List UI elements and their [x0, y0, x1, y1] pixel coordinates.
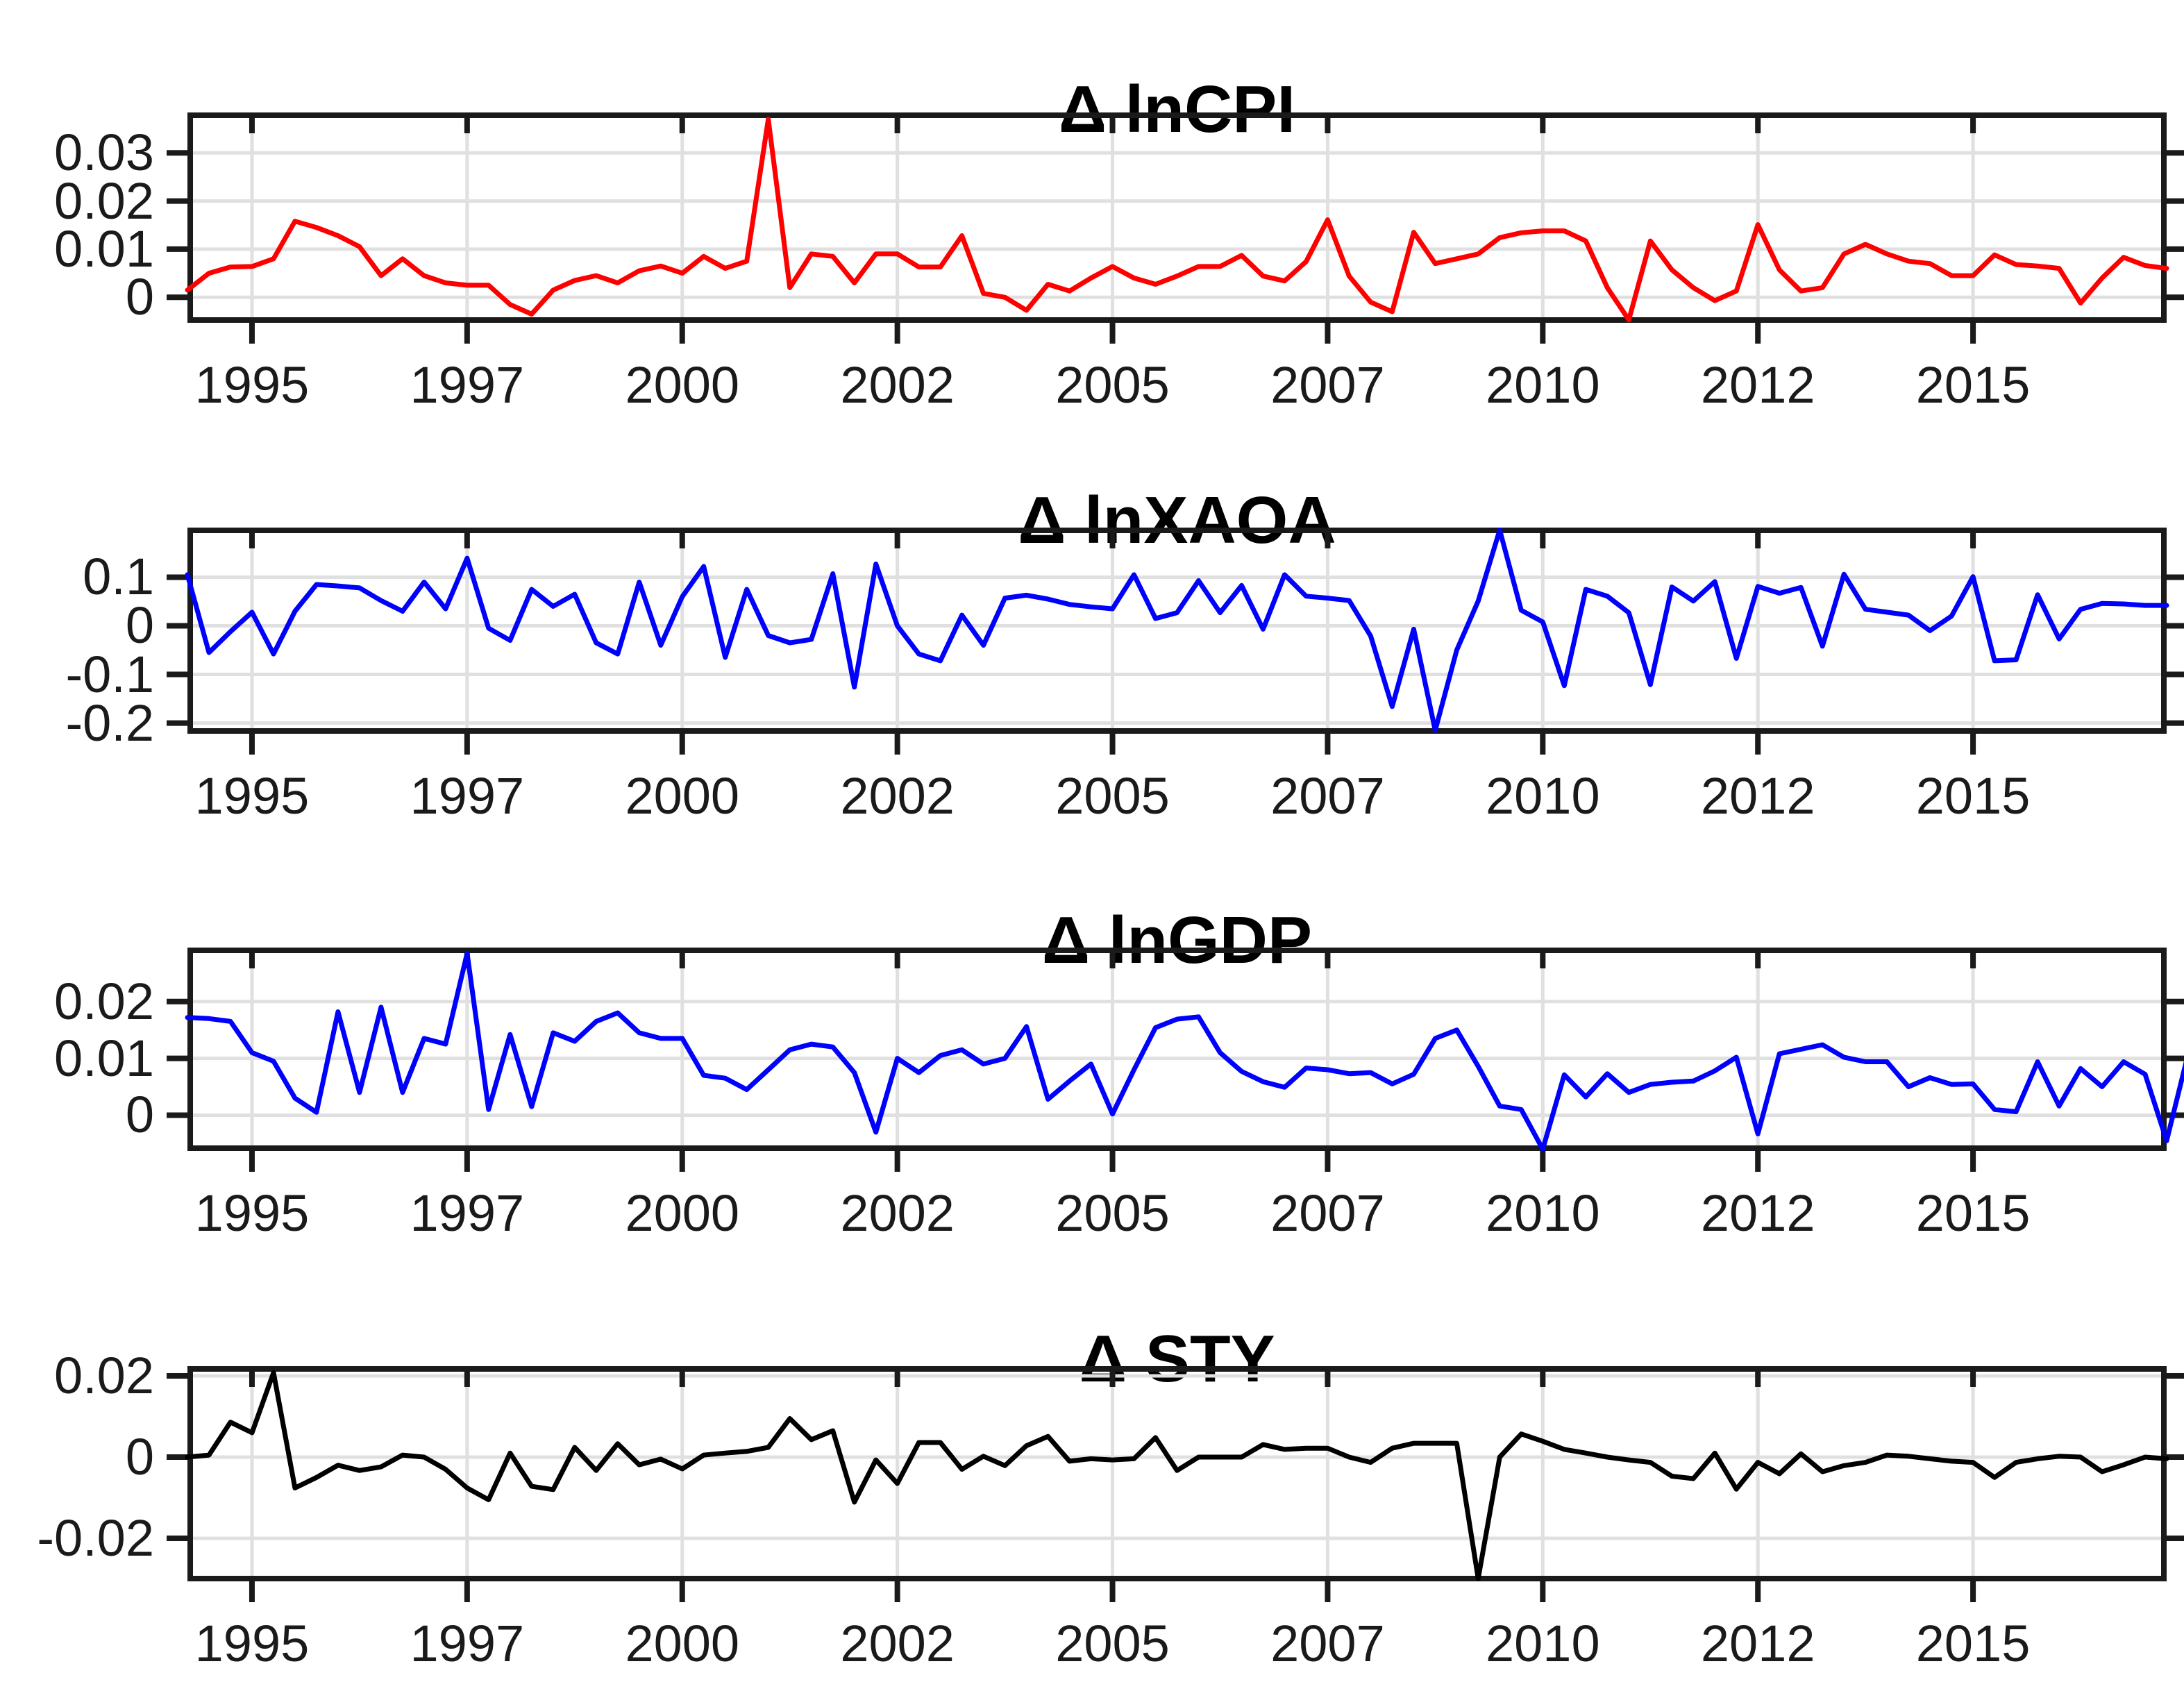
x-tick-label: 1995: [194, 356, 310, 414]
y-tick-label: 0: [125, 268, 154, 326]
sty-plot-area: [167, 1366, 2184, 1602]
x-tick-label: 2010: [1486, 1184, 1600, 1242]
series-line: [185, 1370, 2169, 1581]
x-tick-label: 2007: [1270, 1184, 1385, 1242]
x-tick-label: 1995: [194, 767, 310, 825]
y-tick-label: -0.1: [65, 645, 154, 703]
x-tick-label: 1995: [194, 1184, 310, 1242]
x-tick-label: 2012: [1700, 356, 1815, 414]
x-tick-label: 1997: [410, 1615, 525, 1672]
lnxaoa-plot-area: [167, 528, 2184, 755]
subplot-lngdp-title: Δ lnGDP: [1041, 902, 1312, 977]
y-tick-label: 0.01: [53, 219, 154, 278]
series-line: [185, 117, 2169, 323]
axes-box: [187, 112, 2167, 323]
y-tick-label: 0: [125, 596, 154, 655]
y-tick-label: 0.02: [53, 1347, 154, 1405]
y-tick-label: 0.1: [83, 548, 154, 606]
x-tick-label: 2010: [1486, 1615, 1600, 1672]
x-tick-label: 2015: [1915, 767, 2031, 825]
x-tick-label: 2002: [840, 1184, 955, 1242]
y-tick-label: 0.02: [53, 972, 154, 1030]
x-tick-label: 2000: [625, 1615, 740, 1672]
x-tick-label: 2012: [1700, 767, 1815, 825]
x-tick-label: 1997: [410, 767, 525, 825]
y-tick-label: -0.2: [65, 693, 154, 752]
x-tick-label: 2012: [1700, 1615, 1815, 1672]
axes-box: [187, 1366, 2167, 1581]
subplot-lncpi-title: Δ lnCPI: [1058, 72, 1295, 146]
x-tick-label: 2002: [840, 356, 955, 414]
x-tick-label: 2015: [1915, 1615, 2031, 1672]
x-tick-label: 2007: [1270, 1615, 1385, 1672]
x-tick-label: 2012: [1700, 1184, 1815, 1242]
x-tick-label: 2005: [1055, 1615, 1170, 1672]
x-tick-label: 1995: [194, 1615, 310, 1672]
subplot-sty-title: Δ STY: [1079, 1321, 1275, 1396]
x-tick-label: 2002: [840, 767, 955, 825]
series-line: [185, 528, 2169, 733]
y-tick-label: 0: [125, 1428, 154, 1486]
lngdp-plot-area: [167, 948, 2184, 1172]
x-tick-label: 2015: [1915, 356, 2031, 414]
x-tick-label: 2015: [1915, 1184, 2031, 1242]
axes-box: [187, 528, 2167, 734]
x-tick-label: 2007: [1270, 356, 1385, 414]
y-tick-label: 0.02: [53, 171, 154, 230]
x-tick-label: 2002: [840, 1615, 955, 1672]
y-tick-label: 0.01: [53, 1029, 154, 1087]
x-tick-label: 2005: [1055, 356, 1170, 414]
x-tick-label: 2007: [1270, 767, 1385, 825]
x-tick-label: 2000: [625, 767, 740, 825]
axes-box: [187, 948, 2167, 1151]
lncpi-plot-area: [167, 112, 2184, 344]
y-tick-label: 0.03: [53, 124, 154, 182]
x-tick-label: 2000: [625, 356, 740, 414]
series-line: [185, 950, 2184, 1152]
x-tick-label: 2010: [1486, 767, 1600, 825]
x-tick-label: 1997: [410, 1184, 525, 1242]
x-tick-label: 1997: [410, 356, 525, 414]
x-tick-label: 2005: [1055, 1184, 1170, 1242]
y-tick-label: 0: [125, 1086, 154, 1144]
subplot-lnxaoa-title: Δ lnXAOA: [1018, 482, 1336, 557]
x-tick-label: 2005: [1055, 767, 1170, 825]
y-tick-label: -0.02: [37, 1509, 154, 1567]
x-tick-label: 2010: [1486, 356, 1600, 414]
x-tick-label: 2000: [625, 1184, 740, 1242]
